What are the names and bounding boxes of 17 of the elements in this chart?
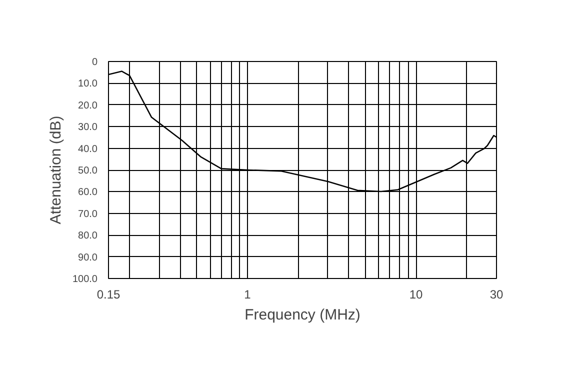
y-tick-label: 0 (92, 57, 98, 68)
y-tick-label: 10.0 (78, 78, 98, 90)
x-axis-title: Frequency (MHz) (244, 306, 360, 324)
y-axis-title: Attenuation (dB) (47, 116, 64, 224)
y-tick-label: 40.0 (78, 144, 98, 155)
y-tick-label: 60.0 (78, 187, 98, 198)
y-tick-label: 20.0 (78, 100, 98, 112)
x-tick-label: 1 (244, 288, 252, 302)
y-tick-label: 50.0 (78, 166, 98, 176)
y-tick-label: 100.0 (72, 274, 98, 285)
y-tick-label: 80.0 (78, 230, 98, 242)
y-tick-label: 30.0 (78, 122, 98, 134)
x-tick-label: 0.15 (96, 288, 121, 302)
x-tick-label: 30 (490, 288, 504, 302)
x-tick-label: 10 (409, 288, 424, 302)
y-tick-label: 90.0 (78, 252, 98, 264)
y-tick-label: 70.0 (78, 208, 98, 220)
